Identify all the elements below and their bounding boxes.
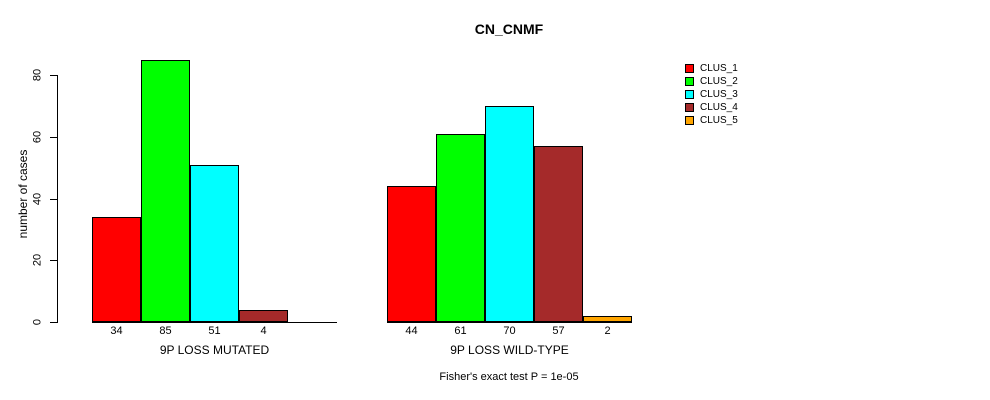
y-tick-label: 80 [31, 68, 44, 82]
y-tick [50, 199, 57, 200]
legend: CLUS_1 CLUS_2 CLUS_3 CLUS_4 CLUS_5 [685, 62, 738, 127]
bar-value-label: 51 [208, 325, 221, 337]
bar [436, 134, 485, 322]
bar [583, 316, 632, 322]
y-tick-label: 20 [31, 253, 44, 267]
bar-value-label: 57 [552, 325, 565, 337]
legend-label: CLUS_2 [700, 76, 738, 87]
bar-value-label: 44 [405, 325, 418, 337]
y-tick-label: 40 [31, 192, 44, 206]
legend-row: CLUS_2 [685, 75, 738, 88]
legend-swatch-icon [685, 103, 694, 112]
bar [92, 217, 141, 322]
y-tick [50, 322, 57, 323]
baseline [387, 322, 632, 323]
bar [485, 106, 534, 322]
bar-value-label: 70 [503, 325, 516, 337]
bar [387, 186, 436, 322]
bar [190, 165, 239, 322]
y-tick [50, 137, 57, 138]
y-tick-label: 0 [31, 318, 44, 326]
bar-value-label: 34 [110, 325, 123, 337]
bar-value-label: 61 [454, 325, 467, 337]
legend-swatch-icon [685, 116, 694, 125]
legend-row: CLUS_4 [685, 101, 738, 114]
legend-row: CLUS_1 [685, 62, 738, 75]
y-tick [50, 260, 57, 261]
fisher-test-annotation: Fisher's exact test P = 1e-05 [439, 371, 579, 383]
legend-row: CLUS_5 [685, 114, 738, 127]
bar-value-label: 4 [260, 325, 267, 337]
legend-label: CLUS_4 [700, 102, 738, 113]
bar [239, 310, 288, 322]
group-label: 9P LOSS WILD-TYPE [450, 343, 569, 357]
chart-title: CN_CNMF [474, 21, 544, 37]
y-tick [50, 75, 57, 76]
group-label: 9P LOSS MUTATED [159, 343, 270, 357]
legend-label: CLUS_1 [700, 63, 738, 74]
bar-value-label: 85 [159, 325, 172, 337]
baseline [92, 322, 337, 323]
legend-swatch-icon [685, 77, 694, 86]
y-axis-line [57, 75, 58, 323]
bar [141, 60, 190, 322]
legend-label: CLUS_3 [700, 89, 738, 100]
legend-swatch-icon [685, 90, 694, 99]
bar [534, 146, 583, 322]
legend-label: CLUS_5 [700, 115, 738, 126]
legend-swatch-icon [685, 64, 694, 73]
legend-row: CLUS_3 [685, 88, 738, 101]
bar-value-label: 2 [604, 325, 611, 337]
y-tick-label: 60 [31, 130, 44, 144]
